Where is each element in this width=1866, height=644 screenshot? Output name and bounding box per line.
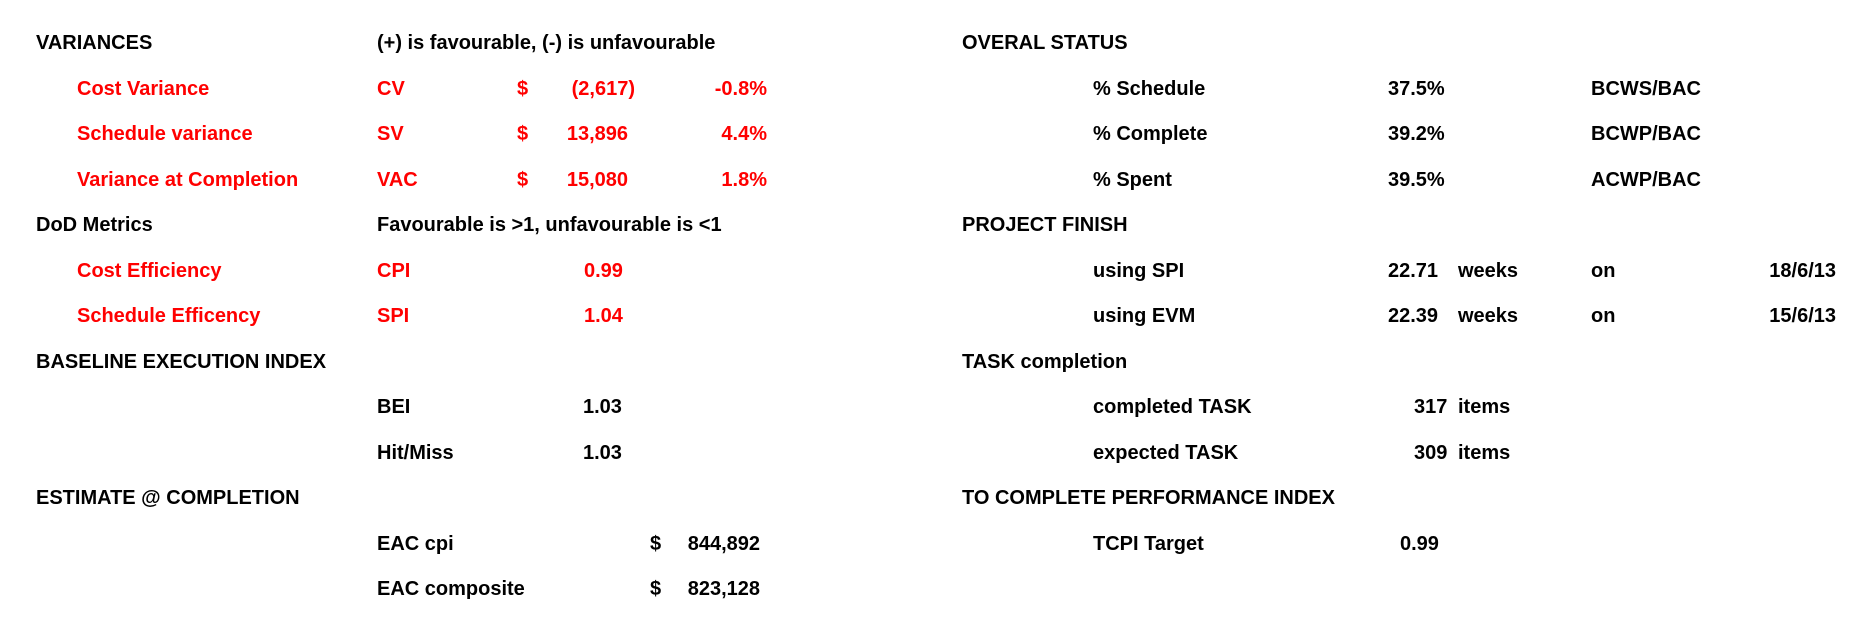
label: Schedule variance [77,123,253,145]
currency: $ [517,169,529,191]
value: 37.5% [1388,78,1445,100]
value: 0.99 [584,260,623,282]
code: BEI [377,396,411,418]
code: SPI [377,305,410,327]
code: VAC [377,169,418,191]
on: on [1591,305,1616,327]
label: Cost Variance [77,78,210,100]
value: 39.5% [1388,169,1445,191]
label: expected TASK [1093,442,1239,464]
label: using EVM [1093,305,1196,327]
section-title: PROJECT FINISH [962,214,1128,236]
label: % Complete [1093,123,1208,145]
date: 18/6/13 [1769,260,1836,282]
currency: $ [517,123,529,145]
section-title: ESTIMATE @ COMPLETION [36,487,300,509]
amount: 844,892 [687,533,760,555]
section-title: TASK completion [962,351,1128,373]
amount: 13,896 [566,123,628,145]
value: 0.99 [1400,533,1439,555]
label: % Schedule [1093,78,1206,100]
value: 309 [1414,442,1448,464]
label: Schedule Efficency [77,305,261,327]
formula: BCWS/BAC [1591,78,1701,100]
percent: -0.8% [714,78,767,100]
value: 1.03 [583,396,622,418]
value: 39.2% [1388,123,1445,145]
amount: (2,617) [571,78,635,100]
code: SV [377,123,404,145]
formula: BCWP/BAC [1591,123,1701,145]
value: 22.39 [1388,305,1439,327]
section-title: TO COMPLETE PERFORMANCE INDEX [962,487,1335,509]
unit: weeks [1458,260,1519,282]
section-title: VARIANCES [36,32,153,54]
note: (+) is favourable, (-) is unfavourable [377,32,716,54]
formula: ACWP/BAC [1591,169,1701,191]
currency: $ [650,533,662,555]
amount: 823,128 [687,578,760,600]
currency: $ [650,578,662,600]
label: % Spent [1093,169,1172,191]
label: using SPI [1093,260,1185,282]
label: Cost Efficiency [77,260,222,282]
value: 1.04 [584,305,623,327]
currency: $ [517,78,529,100]
code: EAC cpi [377,533,454,555]
label: TCPI Target [1093,533,1204,555]
percent: 1.8% [721,169,767,191]
unit: items [1458,396,1511,418]
label: completed TASK [1093,396,1252,418]
unit: weeks [1458,305,1519,327]
label: Variance at Completion [77,169,299,191]
unit: items [1458,442,1511,464]
code: Hit/Miss [377,442,454,464]
value: 317 [1414,396,1448,418]
section-title: BASELINE EXECUTION INDEX [36,351,327,373]
date: 15/6/13 [1769,305,1836,327]
code: CV [377,78,405,100]
value: 22.71 [1388,260,1439,282]
code: EAC composite [377,578,525,600]
on: on [1591,260,1616,282]
section-title: OVERAL STATUS [962,32,1128,54]
value: 1.03 [583,442,622,464]
code: CPI [377,260,411,282]
percent: 4.4% [721,123,767,145]
amount: 15,080 [566,169,628,191]
note: Favourable is >1, unfavourable is <1 [377,214,722,236]
section-title: DoD Metrics [36,214,153,236]
